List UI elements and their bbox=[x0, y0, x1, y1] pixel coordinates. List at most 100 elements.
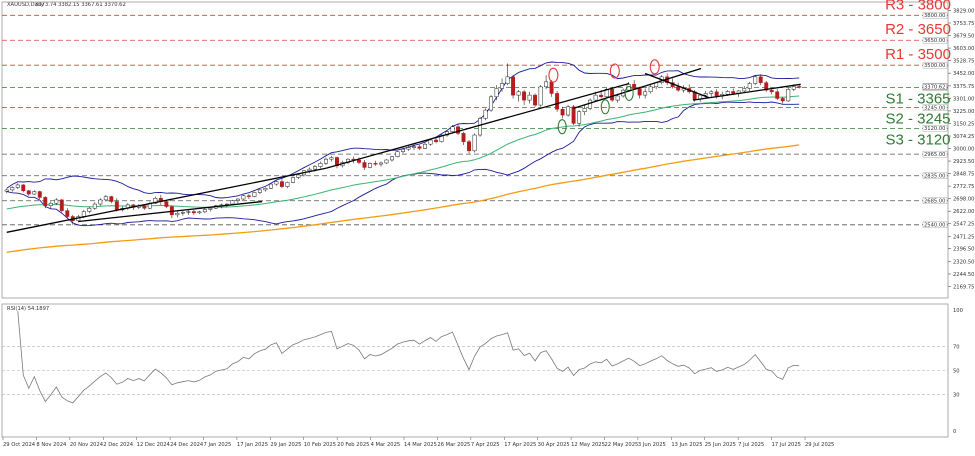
candle-body-57 bbox=[318, 163, 323, 167]
candle-body-43 bbox=[241, 195, 246, 200]
candle-body-18 bbox=[103, 196, 108, 201]
x-tick-label-4: 12 Dec 2024 bbox=[137, 442, 171, 448]
level-price-tag-text-4: 3245.00 bbox=[924, 105, 945, 111]
x-tick-label-18: 22 May 2025 bbox=[605, 442, 639, 448]
candle-body-114 bbox=[632, 84, 637, 89]
price-panel-frame bbox=[1, 1, 949, 299]
candle-body-116 bbox=[643, 91, 648, 96]
level-label-3: S1 - 3365 bbox=[885, 91, 950, 108]
candle-body-122 bbox=[676, 86, 681, 91]
candle-body-27 bbox=[153, 197, 158, 204]
candle-body-29 bbox=[164, 201, 169, 207]
y-tick-label-1: 2244.50 bbox=[953, 272, 974, 278]
x-tick-label-24: 29 Jul 2025 bbox=[805, 442, 834, 448]
candle-body-132 bbox=[731, 91, 736, 94]
level-price-tag-text-6: 2965.00 bbox=[924, 152, 945, 158]
candle-body-106 bbox=[588, 99, 593, 109]
candle-body-144 bbox=[797, 86, 802, 88]
candle-body-83 bbox=[461, 133, 466, 142]
rsi-header: RSI(14) 54.1897 bbox=[7, 306, 49, 312]
candle-body-10 bbox=[59, 199, 64, 211]
candle-body-14 bbox=[81, 211, 86, 217]
candle-body-98 bbox=[544, 81, 549, 88]
candle-body-44 bbox=[246, 195, 251, 197]
level-price-tag-6 bbox=[922, 150, 948, 158]
current-price-tag-text: 3370.62 bbox=[924, 85, 945, 91]
candle-body-34 bbox=[191, 211, 196, 214]
candle-body-138 bbox=[764, 82, 769, 91]
candle-body-58 bbox=[323, 158, 328, 164]
candle-body-142 bbox=[786, 89, 791, 102]
candle-body-50 bbox=[279, 181, 284, 187]
y-tick-label-20: 3679.50 bbox=[953, 33, 974, 39]
candle-body-47 bbox=[263, 187, 268, 191]
candle-body-141 bbox=[780, 98, 785, 102]
candle-body-8 bbox=[48, 202, 53, 206]
level-price-tag-text-1: 3650.00 bbox=[924, 38, 945, 44]
candle-body-78 bbox=[434, 139, 438, 142]
candle-body-75 bbox=[417, 146, 422, 149]
candle-body-136 bbox=[753, 76, 758, 84]
level-price-tag-4 bbox=[922, 104, 948, 111]
candle-body-91 bbox=[505, 76, 510, 84]
rsi-tick-label-0: 100 bbox=[953, 308, 963, 314]
candle-body-90 bbox=[500, 83, 505, 89]
y-tick-label-7: 2698.00 bbox=[953, 197, 974, 203]
candle-body-101 bbox=[560, 109, 565, 116]
trendline-4 bbox=[644, 72, 710, 99]
candle-body-53 bbox=[296, 174, 301, 178]
candle-body-73 bbox=[406, 147, 411, 150]
candle-body-48 bbox=[268, 183, 273, 189]
candle-body-140 bbox=[775, 91, 780, 99]
candle-body-82 bbox=[456, 126, 460, 134]
y-tick-label-8: 2772.75 bbox=[953, 184, 974, 190]
y-tick-label-4: 2471.25 bbox=[953, 234, 974, 240]
y-tick-label-12: 3074.25 bbox=[953, 134, 974, 140]
trendline-1 bbox=[78, 200, 263, 223]
candle-body-36 bbox=[202, 209, 207, 213]
candle-body-135 bbox=[747, 83, 752, 89]
candle-body-49 bbox=[274, 181, 279, 185]
candle-body-96 bbox=[533, 94, 538, 106]
candle-body-37 bbox=[208, 207, 213, 210]
x-tick-label-7: 17 Jan 2025 bbox=[237, 442, 268, 448]
y-tick-label-3: 2396.50 bbox=[953, 247, 974, 253]
y-tick-label-14: 3225.00 bbox=[953, 109, 974, 115]
candle-body-74 bbox=[412, 146, 416, 148]
trendline-2 bbox=[325, 82, 630, 169]
candle-body-15 bbox=[87, 207, 92, 212]
candle-body-131 bbox=[725, 91, 730, 95]
level-price-tag-text-7: 2835.00 bbox=[924, 174, 945, 180]
candle-body-137 bbox=[758, 76, 763, 83]
candle-body-19 bbox=[109, 196, 114, 202]
candle-body-97 bbox=[538, 86, 543, 106]
candle-body-68 bbox=[379, 162, 383, 165]
candle-body-108 bbox=[599, 94, 604, 98]
peak-marker-1 bbox=[609, 63, 620, 79]
x-tick-label-1: 8 Nov 2024 bbox=[36, 442, 67, 448]
y-tick-label-13: 3150.25 bbox=[953, 121, 974, 127]
candle-body-1 bbox=[10, 187, 15, 191]
x-tick-label-5: 24 Dec 2024 bbox=[170, 442, 204, 448]
candle-body-76 bbox=[423, 143, 427, 149]
candle-body-117 bbox=[648, 86, 653, 93]
candle-body-41 bbox=[230, 200, 235, 205]
x-tick-label-8: 29 Jan 2025 bbox=[270, 442, 301, 448]
peak-marker-0 bbox=[548, 67, 559, 83]
candle-body-20 bbox=[114, 201, 119, 211]
candle-body-9 bbox=[54, 199, 59, 204]
candle-body-88 bbox=[489, 96, 494, 111]
current-price-tag bbox=[922, 83, 948, 91]
candle-body-33 bbox=[186, 211, 191, 213]
trough-marker-1 bbox=[600, 99, 610, 115]
candle-body-70 bbox=[390, 156, 394, 161]
y-tick-label-11: 3000.00 bbox=[953, 146, 974, 152]
candle-body-67 bbox=[373, 163, 378, 165]
x-tick-label-2: 20 Nov 2024 bbox=[70, 442, 104, 448]
level-price-tag-8 bbox=[922, 197, 948, 204]
rsi-tick-label-2: 50 bbox=[953, 369, 960, 375]
x-tick-label-15: 17 Apr 2025 bbox=[504, 442, 536, 448]
candle-body-127 bbox=[703, 93, 708, 96]
y-tick-label-19: 3603.00 bbox=[953, 46, 974, 52]
x-tick-label-14: 7 Apr 2025 bbox=[471, 442, 500, 448]
